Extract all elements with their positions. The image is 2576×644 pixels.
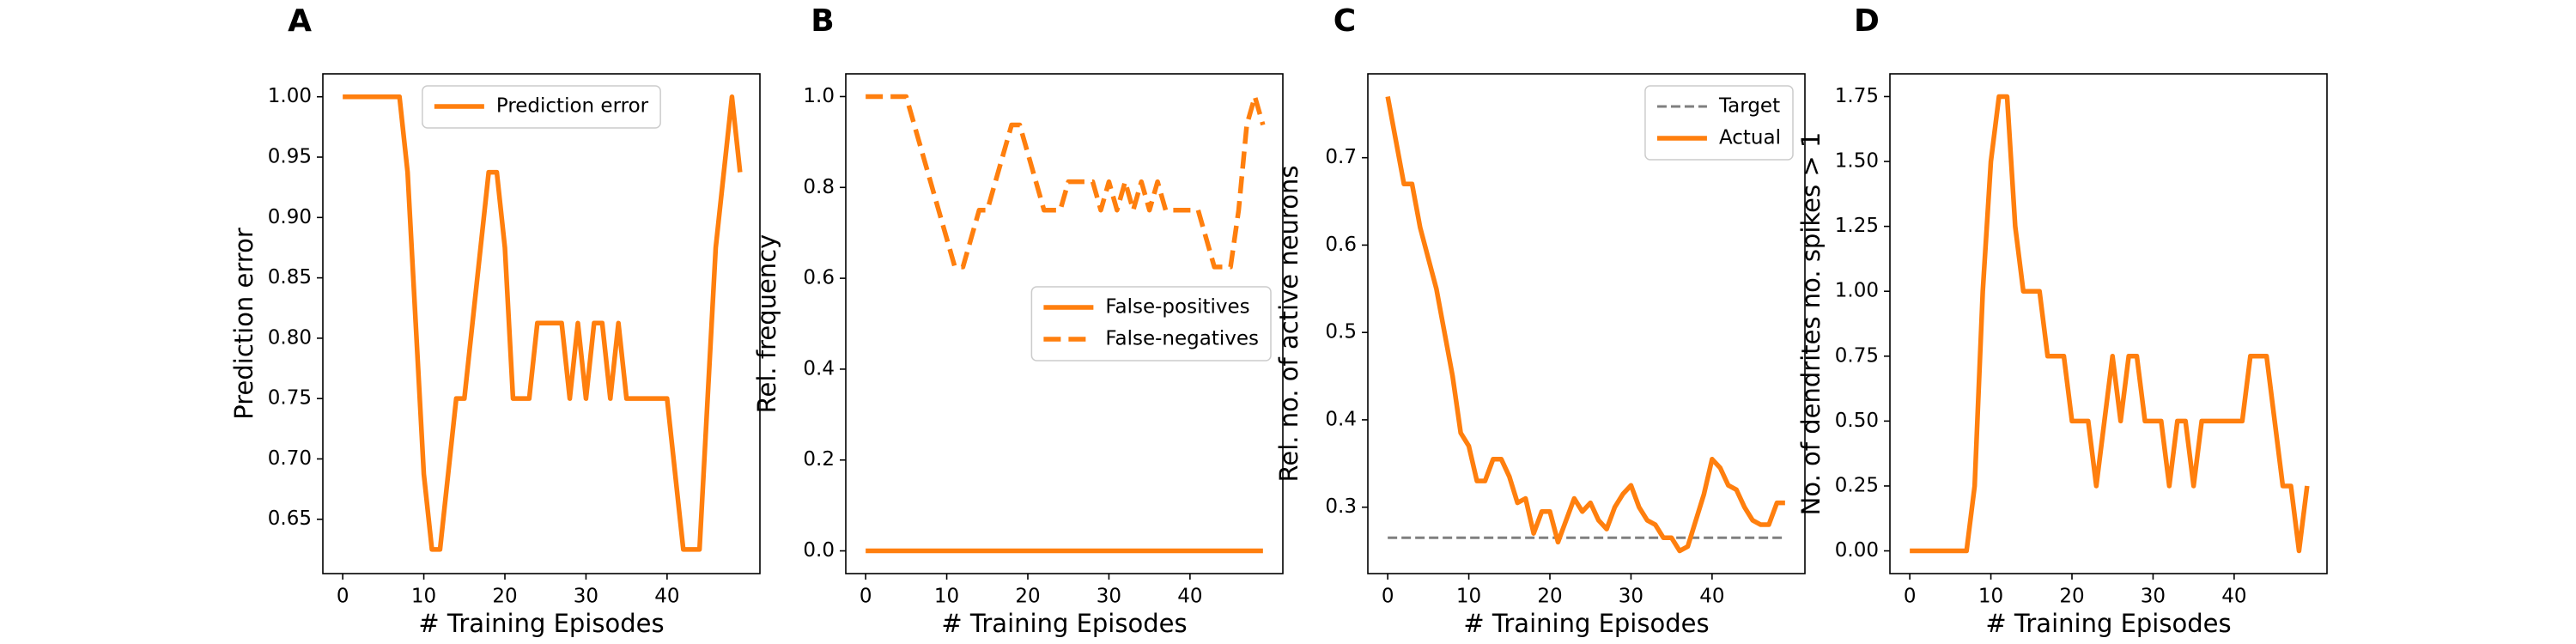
x-tick-label: 10: [1456, 586, 1481, 608]
legend-label: Prediction error: [496, 95, 649, 118]
y-tick-label: 0.70: [268, 447, 312, 470]
y-tick-label: 1.0: [803, 85, 835, 107]
y-tick-label: 0.50: [1835, 410, 1879, 432]
x-axis-label: # Training Episodes: [941, 609, 1187, 638]
x-axis-label: # Training Episodes: [1463, 609, 1709, 638]
x-tick-label: 40: [2221, 586, 2246, 608]
axes-frame: [322, 73, 761, 574]
y-tick-label: 0.6: [1325, 234, 1357, 256]
x-tick-label: 30: [2141, 586, 2166, 608]
panel-title: B: [811, 3, 834, 39]
x-tick-label: 30: [1097, 586, 1121, 608]
x-axis-label: # Training Episodes: [1985, 609, 2231, 638]
y-tick-label: 0.4: [1325, 408, 1357, 430]
y-tick-label: 0.90: [268, 206, 312, 228]
panel-title: A: [288, 3, 312, 39]
line-series: [866, 94, 1266, 270]
x-tick-label: 0: [1904, 586, 1917, 608]
y-axis-label: No. of dendrites no. spikes > 1: [1796, 132, 1826, 516]
x-axis-label: # Training Episodes: [418, 609, 664, 638]
x-tick-label: 10: [1978, 586, 2003, 608]
y-tick-label: 0.2: [803, 448, 835, 471]
x-tick-label: 40: [654, 586, 679, 608]
legend: Prediction error: [422, 85, 661, 129]
legend-box: [1644, 85, 1794, 161]
x-tick-label: 30: [1619, 586, 1643, 608]
x-tick-label: 40: [1177, 586, 1202, 608]
y-tick-label: 0.00: [1835, 539, 1879, 562]
y-tick-label: 0.80: [268, 326, 312, 349]
legend-label: Target: [1718, 95, 1780, 118]
y-axis-label: Rel. no. of active neurons: [1274, 166, 1303, 483]
y-tick-label: 0.7: [1325, 146, 1357, 168]
x-tick-label: 20: [492, 586, 517, 608]
y-tick-label: 0.75: [268, 387, 312, 410]
panel-title: D: [1854, 3, 1880, 39]
line-series: [1385, 95, 1785, 554]
y-tick-label: 1.00: [1835, 280, 1879, 302]
legend: Target Actual: [1644, 85, 1794, 161]
x-tick-label: 40: [1699, 586, 1724, 608]
y-tick-label: 0.8: [803, 176, 835, 198]
x-tick-label: 0: [337, 586, 349, 608]
x-tick-label: 20: [1015, 586, 1040, 608]
y-tick-label: 1.75: [1835, 85, 1879, 107]
y-tick-label: 0.4: [803, 357, 835, 380]
y-tick-label: 0.0: [803, 539, 835, 562]
y-tick-label: 1.25: [1835, 215, 1879, 237]
axes-frame: [845, 73, 1284, 574]
y-axis-label: Rel. frequency: [752, 234, 781, 414]
x-tick-label: 20: [1537, 586, 1562, 608]
y-tick-label: 0.5: [1325, 321, 1357, 343]
legend-label: False-positives: [1105, 296, 1249, 319]
legend-label: False-negatives: [1105, 328, 1259, 350]
y-tick-label: 0.3: [1325, 495, 1357, 518]
y-tick-label: 1.50: [1835, 150, 1879, 173]
axes-frame: [1889, 73, 2328, 574]
y-tick-label: 0.6: [803, 267, 835, 289]
y-tick-label: 1.00: [268, 85, 312, 107]
axes-frame: [1367, 73, 1806, 574]
y-tick-label: 0.85: [268, 266, 312, 289]
legend: False-positives False-negatives: [1030, 286, 1272, 361]
x-tick-label: 20: [2059, 586, 2084, 608]
line-series: [343, 94, 743, 552]
y-tick-label: 0.95: [268, 146, 312, 168]
y-axis-label: Prediction error: [229, 228, 258, 420]
legend-label: Actual: [1719, 127, 1781, 149]
legend-box: [422, 85, 661, 129]
x-tick-label: 30: [574, 586, 598, 608]
x-tick-label: 0: [1382, 586, 1394, 608]
line-series: [1910, 94, 2310, 554]
y-tick-label: 0.65: [268, 507, 312, 530]
x-tick-label: 10: [411, 586, 436, 608]
x-tick-label: 0: [860, 586, 872, 608]
y-tick-label: 0.25: [1835, 474, 1879, 496]
y-tick-label: 0.75: [1835, 344, 1879, 367]
panel-title: C: [1334, 3, 1356, 39]
x-tick-label: 10: [934, 586, 959, 608]
